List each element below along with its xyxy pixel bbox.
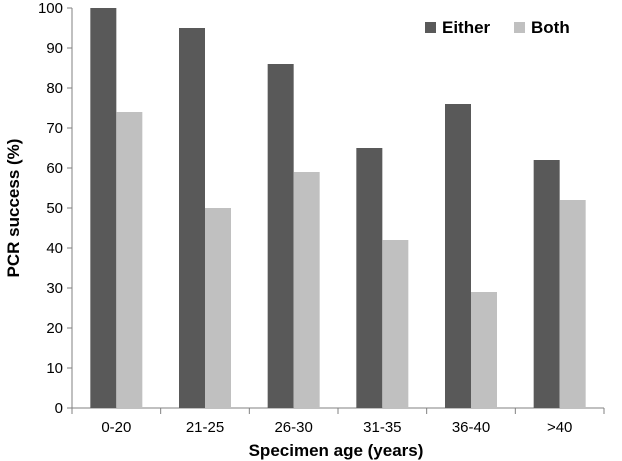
plot-area: 0 10 20 30 40 50 60 70 80 90 100 0-20 21-25 26-30 31-3… <box>38 0 605 436</box>
bar-both <box>471 292 497 408</box>
bar-either <box>356 148 383 408</box>
y-tick-label: 30 <box>46 280 63 297</box>
y-tick-label: 0 <box>55 400 63 417</box>
x-tick-label: >40 <box>547 419 572 436</box>
bar-either <box>267 64 294 408</box>
legend: Either Both <box>425 18 570 37</box>
bar-either <box>179 28 205 408</box>
legend-swatch-both <box>514 22 525 33</box>
y-axis-title: PCR success (%) <box>4 139 23 278</box>
bar-both <box>559 200 586 408</box>
bar-both <box>116 112 143 408</box>
y-tick-label: 50 <box>46 200 63 217</box>
bar-either <box>533 160 560 408</box>
y-tick-label: 90 <box>46 40 63 57</box>
x-axis-title: Specimen age (years) <box>249 441 424 460</box>
y-tick-label: 60 <box>46 160 63 177</box>
bar-both <box>205 208 231 408</box>
bar-both <box>382 240 409 408</box>
legend-label-both: Both <box>531 18 570 37</box>
y-tick-label: 40 <box>46 240 63 257</box>
y-tick-label: 10 <box>46 360 63 377</box>
legend-label-either: Either <box>442 18 491 37</box>
x-tick-label: 26-30 <box>274 419 312 436</box>
y-tick-label: 70 <box>46 120 63 137</box>
x-tick-label: 31-35 <box>363 419 401 436</box>
y-tick-label: 20 <box>46 320 63 337</box>
y-tick-label: 100 <box>38 0 63 17</box>
y-tick-label: 80 <box>46 80 63 97</box>
x-tick-label: 0-20 <box>101 419 131 436</box>
x-tick-label: 21-25 <box>186 419 224 436</box>
bar-both <box>293 172 320 408</box>
bar-either <box>90 8 117 408</box>
legend-swatch-either <box>425 22 436 33</box>
x-tick-label: 36-40 <box>452 419 490 436</box>
bar-either <box>445 104 471 408</box>
